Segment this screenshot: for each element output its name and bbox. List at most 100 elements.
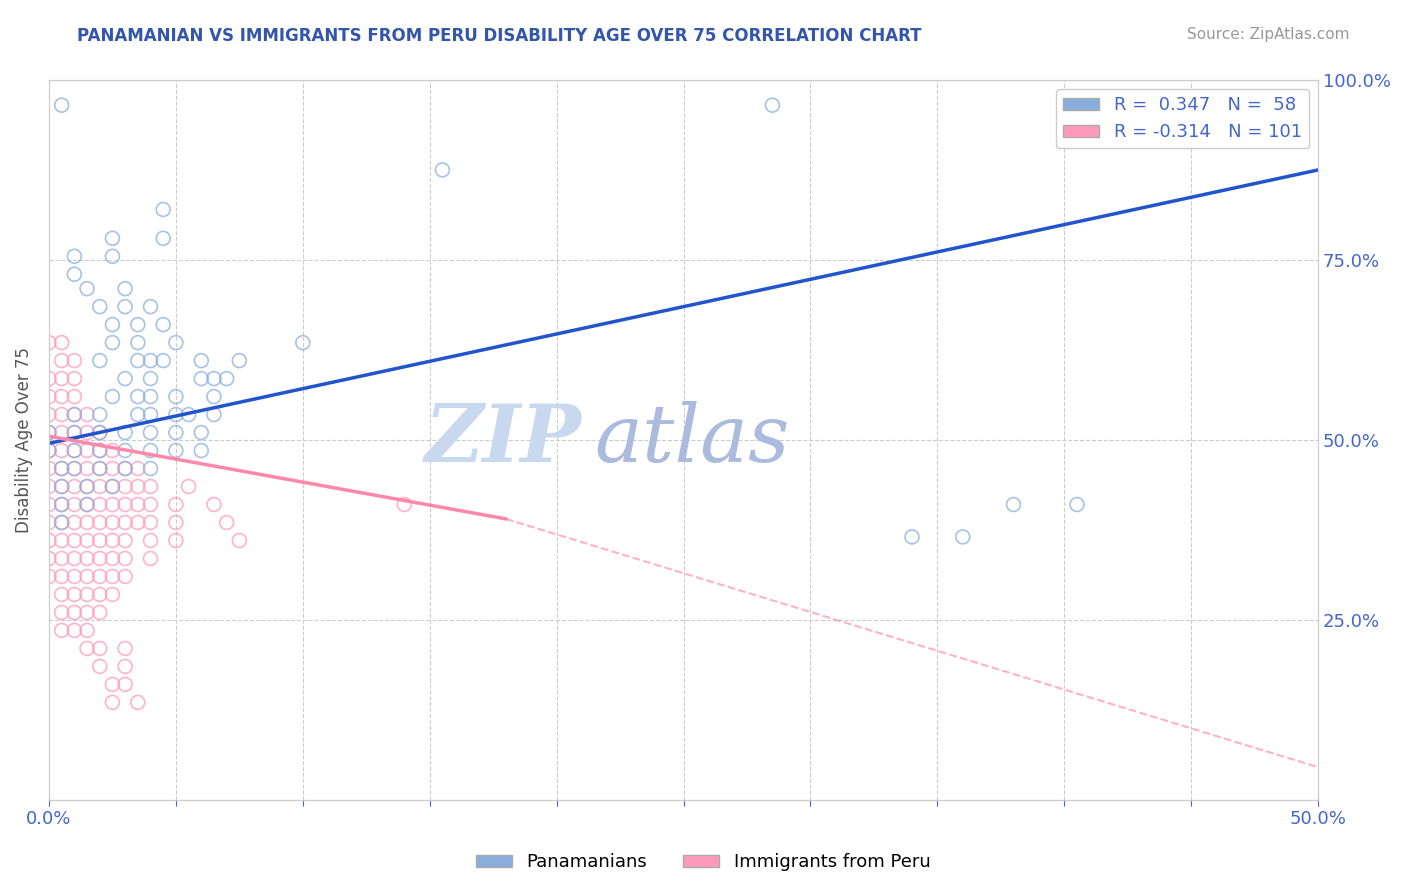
Point [89, 353, 111, 368]
Point [76, 641, 98, 656]
Point [1066, 498, 1088, 512]
Point [76, 533, 98, 548]
Point [101, 551, 124, 566]
Point [101, 318, 124, 332]
Point [101, 249, 124, 263]
Point [63, 624, 86, 638]
Point [51, 461, 73, 475]
Point [215, 516, 238, 530]
Point [139, 371, 162, 385]
Point [63, 533, 86, 548]
Point [51, 408, 73, 422]
Point [38, 533, 60, 548]
Point [89, 516, 111, 530]
Point [165, 390, 187, 404]
Point [127, 318, 149, 332]
Text: ZIP: ZIP [425, 401, 582, 478]
Point [51, 551, 73, 566]
Point [152, 202, 174, 217]
Point [202, 408, 225, 422]
Point [76, 282, 98, 296]
Point [127, 461, 149, 475]
Point [101, 516, 124, 530]
Point [152, 353, 174, 368]
Point [114, 425, 136, 440]
Point [38, 498, 60, 512]
Point [51, 569, 73, 583]
Point [51, 516, 73, 530]
Point [139, 408, 162, 422]
Point [76, 479, 98, 493]
Point [89, 461, 111, 475]
Point [63, 551, 86, 566]
Point [127, 479, 149, 493]
Point [114, 551, 136, 566]
Point [101, 335, 124, 350]
Point [101, 695, 124, 709]
Point [127, 390, 149, 404]
Point [89, 300, 111, 314]
Point [76, 461, 98, 475]
Point [114, 569, 136, 583]
Point [152, 231, 174, 245]
Point [38, 425, 60, 440]
Point [89, 479, 111, 493]
Point [38, 371, 60, 385]
Point [63, 267, 86, 281]
Point [51, 533, 73, 548]
Point [215, 371, 238, 385]
Point [139, 390, 162, 404]
Point [101, 677, 124, 691]
Point [51, 98, 73, 112]
Point [394, 498, 416, 512]
Point [165, 408, 187, 422]
Point [76, 624, 98, 638]
Point [114, 371, 136, 385]
Point [114, 498, 136, 512]
Point [38, 516, 60, 530]
Point [89, 551, 111, 566]
Y-axis label: Disability Age Over 75: Disability Age Over 75 [15, 347, 32, 533]
Text: Source: ZipAtlas.com: Source: ZipAtlas.com [1187, 27, 1350, 42]
Point [89, 606, 111, 620]
Point [76, 516, 98, 530]
Point [63, 371, 86, 385]
Point [190, 353, 212, 368]
Point [127, 695, 149, 709]
Point [101, 479, 124, 493]
Point [114, 443, 136, 458]
Point [139, 443, 162, 458]
Point [38, 461, 60, 475]
Point [51, 587, 73, 601]
Point [51, 425, 73, 440]
Point [76, 425, 98, 440]
Point [38, 390, 60, 404]
Point [165, 443, 187, 458]
Point [114, 461, 136, 475]
Point [139, 300, 162, 314]
Point [89, 498, 111, 512]
Point [101, 498, 124, 512]
Point [63, 390, 86, 404]
Point [228, 353, 250, 368]
Point [165, 425, 187, 440]
Point [51, 461, 73, 475]
Point [89, 587, 111, 601]
Point [177, 479, 200, 493]
Point [76, 551, 98, 566]
Point [76, 443, 98, 458]
Point [89, 461, 111, 475]
Point [114, 461, 136, 475]
Point [202, 371, 225, 385]
Point [63, 425, 86, 440]
Point [89, 443, 111, 458]
Point [76, 587, 98, 601]
Point [165, 498, 187, 512]
Point [63, 498, 86, 512]
Point [63, 606, 86, 620]
Point [114, 479, 136, 493]
Point [51, 371, 73, 385]
Point [63, 353, 86, 368]
Point [202, 498, 225, 512]
Point [952, 530, 974, 544]
